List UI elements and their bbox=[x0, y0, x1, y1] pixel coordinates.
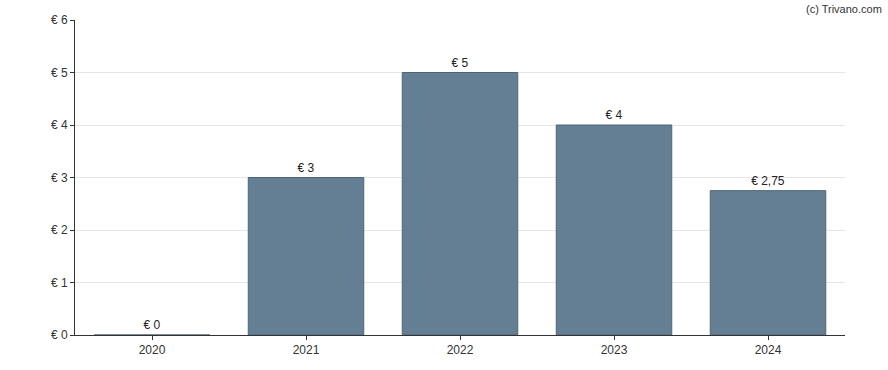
svg-text:2023: 2023 bbox=[601, 343, 628, 357]
svg-text:€ 4: € 4 bbox=[605, 108, 622, 122]
svg-text:€ 1: € 1 bbox=[51, 276, 68, 290]
svg-text:€ 3: € 3 bbox=[297, 161, 314, 175]
svg-text:€ 5: € 5 bbox=[51, 66, 68, 80]
svg-text:€ 3: € 3 bbox=[51, 171, 68, 185]
svg-text:2022: 2022 bbox=[447, 343, 474, 357]
svg-text:€ 0: € 0 bbox=[51, 328, 68, 342]
svg-text:(c) Trivano.com: (c) Trivano.com bbox=[806, 3, 882, 15]
svg-text:2020: 2020 bbox=[139, 343, 166, 357]
svg-text:€ 6: € 6 bbox=[51, 13, 68, 27]
svg-text:€ 4: € 4 bbox=[51, 118, 68, 132]
svg-text:€ 5: € 5 bbox=[451, 56, 468, 70]
svg-text:2024: 2024 bbox=[755, 343, 782, 357]
svg-text:€ 2: € 2 bbox=[51, 223, 68, 237]
svg-text:€ 2,75: € 2,75 bbox=[751, 174, 785, 188]
svg-text:€ 0: € 0 bbox=[143, 318, 160, 332]
svg-text:2021: 2021 bbox=[293, 343, 320, 357]
